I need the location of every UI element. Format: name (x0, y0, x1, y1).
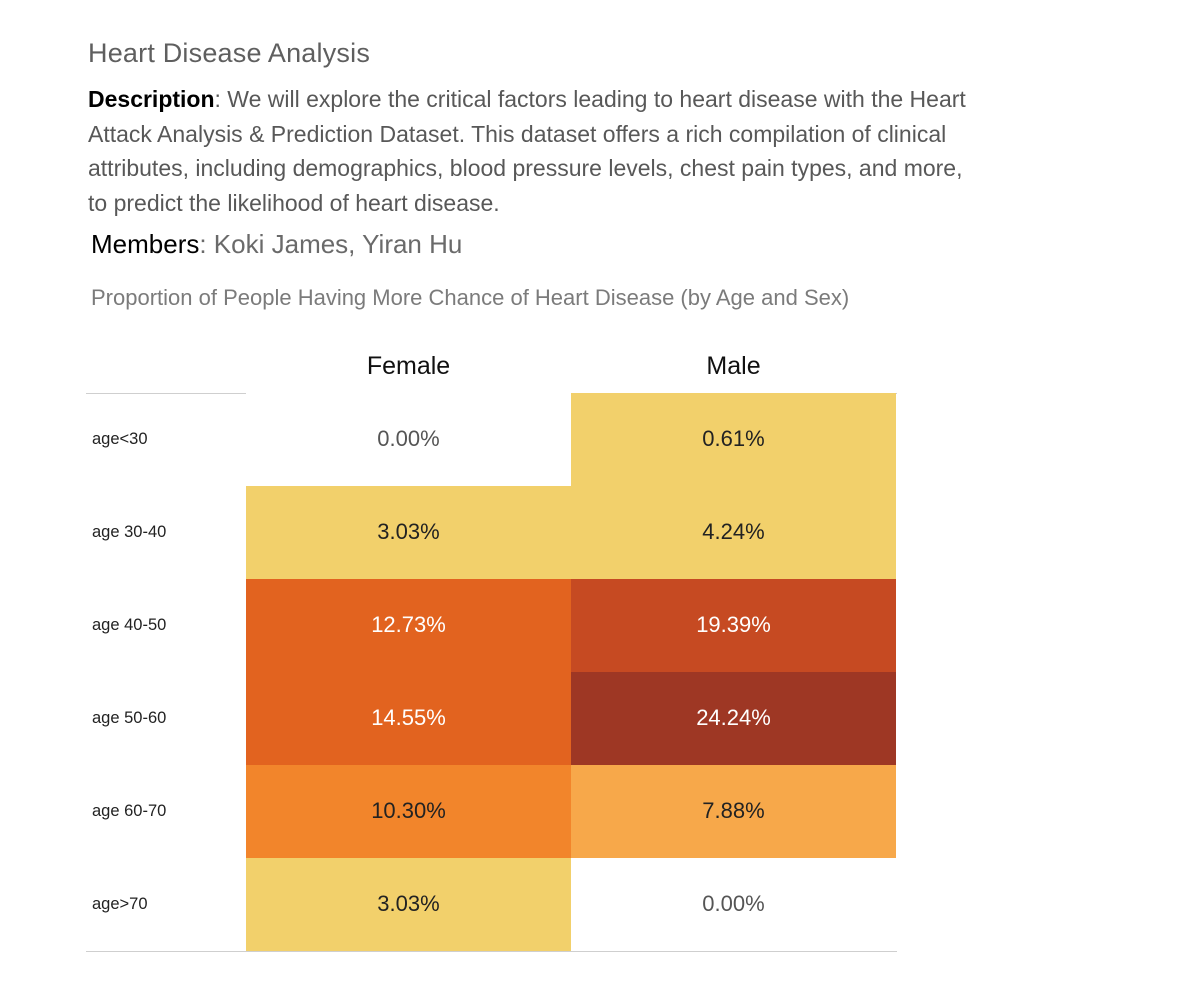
data-label: 7.88% (702, 797, 765, 823)
chart-title: Proportion of People Having More Chance … (91, 285, 850, 310)
heatmap-cell (571, 579, 896, 672)
data-label: 4.24% (702, 518, 765, 544)
data-label: 3.03% (377, 890, 440, 916)
row-label: age 40-50 (92, 615, 167, 634)
data-label: 0.61% (702, 425, 765, 451)
heatmap-cell (571, 393, 896, 486)
description-text: : We will explore the critical factors l… (88, 86, 966, 216)
data-label: 24.24% (696, 704, 771, 730)
column-header-female: Female (366, 352, 451, 380)
data-label: 3.03% (377, 518, 440, 544)
heatmap-cell (246, 486, 571, 579)
heatmap-cell (246, 672, 571, 765)
heatmap-cell (246, 765, 571, 858)
table-bottom-rule (86, 951, 897, 952)
heatmap-cell (571, 486, 896, 579)
column-header-male: Male (706, 352, 761, 380)
row-label: age<30 (92, 429, 148, 448)
members-text: : Koki James, Yiran Hu (199, 229, 463, 259)
row-label: age 30-40 (92, 522, 167, 541)
members-label: Members (91, 229, 200, 259)
heatmap-cell (246, 858, 571, 951)
members-line: Members: Koki James, Yiran Hu (91, 229, 462, 260)
heatmap-cell (571, 765, 896, 858)
row-label: age 50-60 (92, 708, 167, 727)
data-label: 19.39% (696, 611, 771, 637)
data-label: 12.73% (371, 611, 446, 637)
data-label: 10.30% (371, 797, 446, 823)
heatmap-cell (246, 393, 571, 486)
data-label: 0.00% (377, 425, 440, 451)
row-label: age 60-70 (92, 801, 167, 820)
data-label: 0.00% (702, 890, 765, 916)
description-label: Description (88, 86, 215, 112)
heatmap-cell (571, 858, 896, 951)
heatmap-cell (571, 672, 896, 765)
page-title: Heart Disease Analysis (88, 38, 371, 68)
heatmap-cell (246, 579, 571, 672)
description-paragraph: Description: We will explore the critica… (88, 82, 968, 220)
row-label: age>70 (92, 894, 148, 913)
data-label: 14.55% (371, 704, 446, 730)
